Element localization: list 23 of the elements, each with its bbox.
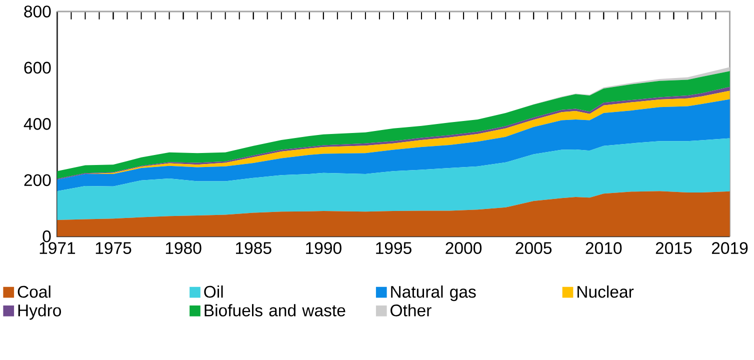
x-tick-label: 1990: [306, 242, 342, 254]
legend-label: Nuclear: [578, 286, 634, 298]
y-tick-label: 600: [24, 62, 51, 74]
legend-label: Other: [390, 304, 432, 317]
x-tick-label: 2005: [516, 242, 552, 254]
y-tick-label: 0: [42, 230, 51, 242]
x-tick-label: 1971: [40, 242, 76, 254]
legend-label: Biofuels and waste: [204, 304, 346, 317]
legend-label: Natural gas: [391, 286, 476, 302]
x-tick-label: 2015: [656, 242, 692, 254]
y-tick-label: 800: [24, 6, 51, 18]
x-tick-label: 2019: [712, 242, 748, 254]
x-tick-label: 1985: [236, 242, 272, 254]
legend-label: Coal: [18, 286, 50, 298]
x-tick-label: 2010: [586, 242, 622, 254]
x-tick-label: 1975: [96, 242, 132, 254]
legend-label: Oil: [204, 286, 223, 298]
x-tick-label: 1980: [166, 242, 202, 254]
x-tick-label: 1995: [376, 242, 412, 254]
x-tick-label: 2000: [446, 242, 482, 254]
y-tick-label: 200: [24, 174, 51, 186]
y-tick-label: 400: [24, 118, 51, 130]
legend-label: Hydro: [18, 304, 61, 320]
